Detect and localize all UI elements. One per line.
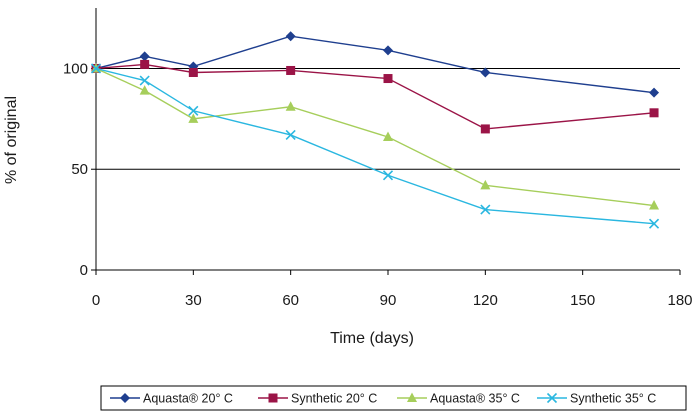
data-point (648, 218, 660, 229)
x-tick-label: 90 (380, 292, 397, 309)
series-layer (90, 31, 660, 229)
data-point (139, 75, 150, 86)
series-line (95, 35, 655, 94)
y-tick-label: 50 (71, 161, 88, 178)
x-tick-label: 30 (185, 292, 202, 309)
data-point (480, 67, 491, 78)
legend-swatch-marker (120, 393, 130, 403)
data-point (285, 129, 296, 141)
legend-swatch-marker (546, 392, 558, 404)
x-axis-title: Time (days) (330, 330, 414, 347)
data-point (383, 74, 393, 84)
series-4 (90, 63, 660, 229)
y-tick-label: 0 (80, 262, 88, 279)
x-tick-label: 180 (667, 292, 692, 309)
data-point (188, 105, 199, 116)
legend-swatch-marker (407, 392, 417, 402)
legend: Aquasta® 20° C Synthetic 20° C Aquasta® 35… (100, 385, 687, 411)
x-tick-label: 120 (473, 292, 498, 309)
series-line (95, 63, 655, 130)
data-point (480, 124, 490, 134)
data-point (286, 65, 296, 75)
legend-label: Aquasta® 35° C (430, 392, 520, 406)
data-point (139, 85, 150, 95)
legend-label: Synthetic 20° C (291, 392, 377, 406)
x-tick-labels: 0 30 60 90 120 150 180 (92, 292, 693, 309)
data-point (649, 108, 659, 118)
legend-label: Synthetic 35° C (570, 392, 656, 406)
legend-item: Synthetic 20° C (258, 392, 377, 406)
series-line (95, 67, 655, 207)
series-3 (91, 62, 660, 210)
x-tick-label: 0 (92, 292, 100, 309)
data-point (285, 101, 296, 111)
data-point (480, 179, 491, 190)
data-point (285, 31, 296, 42)
data-point (649, 87, 660, 98)
legend-item: Synthetic 35° C (537, 392, 656, 406)
data-point (139, 51, 150, 62)
x-tick-label: 60 (282, 292, 299, 309)
data-point (382, 170, 394, 181)
data-point (188, 113, 199, 123)
legend-box (100, 385, 687, 411)
data-point (649, 200, 660, 210)
x-tick-label: 150 (570, 292, 595, 309)
legend-label: Aquasta® 20° C (143, 392, 233, 406)
data-point (90, 63, 102, 74)
axes (91, 8, 681, 275)
data-point (383, 45, 393, 56)
data-point (480, 204, 491, 215)
y-tick-labels: 0 50 100 (63, 60, 88, 279)
series-1 (91, 31, 660, 98)
legend-swatch-marker (268, 393, 278, 403)
data-point (140, 59, 150, 69)
legend-item: Aquasta® 20° C (110, 392, 233, 406)
series-2 (91, 59, 659, 134)
y-axis-title: % of original (3, 96, 20, 184)
series-line (95, 67, 655, 225)
data-point (383, 131, 393, 141)
legend-item: Aquasta® 35° C (397, 392, 520, 406)
y-tick-label: 100 (63, 60, 88, 77)
data-point (188, 67, 198, 77)
